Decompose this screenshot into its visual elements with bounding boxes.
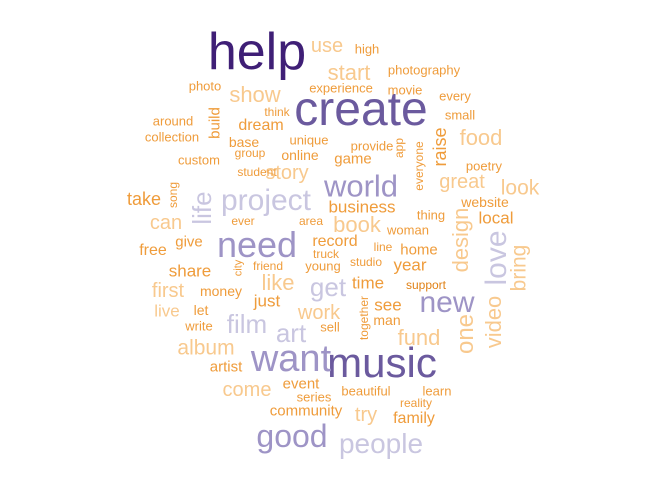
word-try: try bbox=[354, 404, 378, 426]
word-art: art bbox=[275, 318, 307, 348]
word-just: just bbox=[253, 291, 281, 311]
word-world: world bbox=[323, 168, 399, 204]
word-one: one bbox=[452, 313, 479, 355]
word-music: music bbox=[327, 339, 437, 386]
word-business: business bbox=[328, 197, 396, 217]
word-see: see bbox=[374, 295, 402, 315]
word-great: great bbox=[439, 171, 485, 193]
word-dream: dream bbox=[238, 117, 284, 134]
word-poetry: poetry bbox=[465, 158, 503, 174]
word-everyone: everyone bbox=[412, 141, 426, 191]
word-unique: unique bbox=[289, 132, 329, 148]
word-bring: bring bbox=[507, 244, 531, 292]
word-like: like bbox=[261, 270, 295, 295]
word-group: group bbox=[234, 146, 266, 160]
word-food: food bbox=[459, 125, 503, 150]
word-song: song bbox=[166, 181, 180, 209]
word-movie: movie bbox=[387, 82, 423, 98]
word-line: line bbox=[373, 240, 393, 254]
word-young: young bbox=[305, 258, 341, 274]
word-raise: raise bbox=[430, 127, 450, 167]
word-thing: thing bbox=[416, 207, 446, 223]
word-together: together bbox=[357, 295, 371, 341]
word-provide: provide bbox=[350, 138, 394, 154]
word-beautiful: beautiful bbox=[341, 383, 391, 399]
word-base: base bbox=[228, 134, 260, 150]
word-studio: studio bbox=[349, 255, 383, 269]
word-can: can bbox=[149, 212, 183, 234]
word-build: build bbox=[206, 107, 224, 139]
word-album: album bbox=[177, 336, 235, 360]
word-event: event bbox=[282, 375, 320, 393]
word-truck: truck bbox=[312, 247, 340, 261]
word-learn: learn bbox=[422, 383, 452, 399]
word-help: help bbox=[207, 23, 307, 81]
word-ever: ever bbox=[231, 214, 255, 228]
word-time: time bbox=[351, 273, 385, 293]
word-friend: friend bbox=[252, 259, 284, 273]
word-website: website bbox=[461, 194, 509, 210]
word-write: write bbox=[185, 318, 213, 334]
word-experience: experience bbox=[309, 80, 373, 96]
word-come: come bbox=[222, 379, 272, 401]
word-sell: sell bbox=[320, 319, 340, 335]
word-series: series bbox=[296, 389, 332, 405]
word-first: first bbox=[151, 280, 185, 302]
word-online: online bbox=[281, 147, 319, 163]
word-custom: custom bbox=[178, 152, 220, 168]
word-give: give bbox=[175, 233, 203, 251]
word-let: let bbox=[193, 302, 209, 318]
word-live: live bbox=[154, 301, 180, 321]
word-photography: photography bbox=[387, 62, 461, 78]
word-man: man bbox=[373, 312, 401, 328]
word-around: around bbox=[152, 113, 194, 129]
word-book: book bbox=[333, 212, 381, 237]
word-woman: woman bbox=[387, 222, 429, 238]
word-look: look bbox=[500, 176, 540, 200]
word-work: work bbox=[297, 302, 341, 324]
word-community: community bbox=[269, 402, 343, 420]
word-share: share bbox=[168, 261, 212, 281]
word-need: need bbox=[216, 224, 298, 265]
word-think: think bbox=[264, 105, 290, 119]
word-collection: collection bbox=[144, 129, 200, 145]
word-reality: reality bbox=[399, 396, 433, 410]
word-artist: artist bbox=[209, 358, 243, 376]
word-want: want bbox=[250, 338, 332, 380]
word-project: project bbox=[220, 184, 312, 217]
word-take: take bbox=[126, 189, 162, 209]
word-every: every bbox=[439, 88, 471, 104]
word-high: high bbox=[354, 41, 380, 57]
word-support: support bbox=[405, 278, 447, 292]
word-good: good bbox=[256, 418, 328, 454]
word-money: money bbox=[199, 283, 243, 299]
word-year: year bbox=[393, 255, 427, 275]
word-design: design bbox=[448, 207, 473, 273]
word-new: new bbox=[419, 286, 475, 319]
word-city: city bbox=[232, 259, 245, 277]
word-small: small bbox=[444, 107, 476, 123]
word-fund: fund bbox=[397, 325, 441, 350]
word-story: story bbox=[265, 162, 309, 184]
word-area: area bbox=[298, 214, 324, 228]
word-people: people bbox=[338, 428, 424, 459]
word-show: show bbox=[229, 82, 281, 107]
word-record: record bbox=[312, 233, 358, 250]
word-start: start bbox=[327, 60, 371, 85]
word-app: app bbox=[392, 137, 406, 159]
word-video: video bbox=[481, 295, 506, 349]
word-create: create bbox=[294, 83, 428, 136]
word-local: local bbox=[478, 208, 514, 228]
word-free: free bbox=[139, 242, 167, 259]
word-game: game bbox=[334, 150, 372, 168]
word-student: student bbox=[237, 165, 277, 179]
word-life: life bbox=[187, 191, 217, 225]
word-photo: photo bbox=[188, 78, 222, 94]
word-film: film bbox=[226, 309, 268, 339]
word-use: use bbox=[310, 35, 344, 57]
word-get: get bbox=[309, 272, 347, 302]
word-home: home bbox=[400, 241, 438, 259]
word-family: family bbox=[393, 410, 435, 427]
